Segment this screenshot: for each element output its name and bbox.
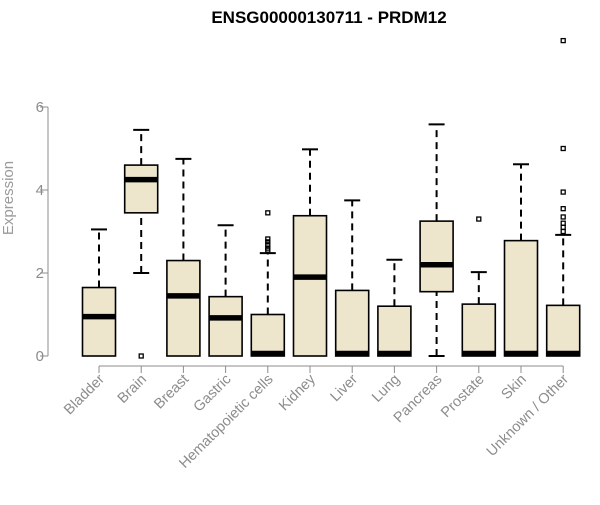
outlier-point bbox=[560, 220, 566, 226]
box-skin bbox=[503, 163, 539, 357]
box-prostate bbox=[461, 216, 497, 357]
y-tick-label: 2 bbox=[36, 265, 44, 282]
outlier-point bbox=[560, 145, 566, 152]
y-axis: 0 2 4 6 bbox=[36, 99, 49, 365]
box-lung bbox=[377, 258, 412, 357]
box-rect bbox=[123, 164, 159, 214]
box-kidney bbox=[292, 148, 328, 357]
y-tick-label: 6 bbox=[36, 99, 44, 116]
box-group bbox=[81, 37, 581, 359]
x-tick-label: Prostate bbox=[438, 372, 487, 421]
outlier-point bbox=[265, 245, 271, 251]
chart-title: ENSG00000130711 - PRDM12 bbox=[211, 8, 446, 27]
outlier-point bbox=[265, 242, 271, 248]
y-tick-label: 4 bbox=[36, 182, 44, 199]
box-rect bbox=[334, 289, 370, 357]
x-tick-label: Brain bbox=[115, 372, 150, 407]
box-rect bbox=[208, 295, 243, 357]
box-bladder bbox=[81, 228, 117, 357]
outlier-point bbox=[265, 210, 271, 216]
outlier-point bbox=[476, 216, 482, 222]
box-unknown-other bbox=[545, 37, 581, 357]
x-tick-label: Lung bbox=[369, 372, 403, 406]
box-rect bbox=[503, 239, 539, 357]
outlier-point bbox=[560, 228, 566, 235]
outlier-point bbox=[265, 236, 271, 242]
outlier-point bbox=[560, 206, 566, 212]
outlier-point bbox=[560, 214, 566, 220]
x-tick-label: Skin bbox=[499, 372, 530, 403]
box-brain bbox=[123, 128, 159, 359]
box-rect bbox=[461, 303, 497, 357]
box-rect bbox=[166, 259, 201, 357]
box-rect bbox=[377, 305, 412, 357]
box-rect bbox=[419, 220, 454, 293]
box-hematopoietic-cells bbox=[250, 210, 286, 357]
box-rect bbox=[250, 313, 286, 357]
outlier-point bbox=[138, 353, 144, 359]
box-breast bbox=[166, 157, 201, 357]
y-axis-label: Expression bbox=[0, 161, 17, 235]
outlier-point bbox=[560, 189, 566, 195]
box-liver bbox=[334, 199, 370, 357]
box-pancreas bbox=[419, 123, 454, 357]
outlier-point bbox=[265, 239, 271, 245]
x-tick-label: Kidney bbox=[276, 371, 319, 414]
box-rect bbox=[292, 214, 328, 357]
box-rect bbox=[81, 286, 117, 357]
y-tick-label: 0 bbox=[36, 348, 44, 365]
box-gastric bbox=[208, 224, 243, 357]
x-tick-label: Liver bbox=[327, 371, 361, 405]
outlier-point bbox=[560, 224, 566, 231]
x-tick-label: Bladder bbox=[61, 371, 108, 418]
outlier-point bbox=[560, 37, 566, 44]
box-rect bbox=[545, 304, 581, 357]
x-tick-label: Breast bbox=[151, 372, 192, 413]
